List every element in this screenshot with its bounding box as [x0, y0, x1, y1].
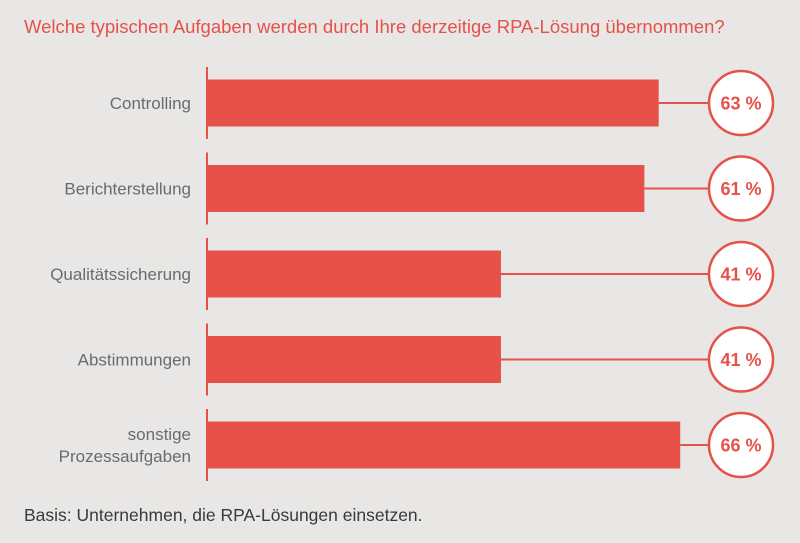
value-circle: [707, 326, 775, 393]
bar: [207, 250, 501, 298]
value-circle: [707, 155, 775, 222]
bar: [207, 336, 501, 383]
value-circle: [707, 411, 775, 479]
category-label: Prozessaufgaben: [59, 447, 191, 466]
value-circle: [707, 240, 775, 308]
chart-title: Welche typischen Aufgaben werden durch I…: [24, 16, 725, 37]
chart-footnote: Basis: Unternehmen, die RPA-Lösungen ein…: [24, 505, 423, 525]
bar: [207, 421, 681, 469]
bar: [207, 165, 645, 212]
data-label: 63 %: [720, 94, 761, 114]
category-label: Berichterstellung: [64, 180, 191, 199]
category-label: sonstige: [128, 425, 191, 444]
data-label: 66 %: [720, 436, 761, 456]
data-label: 41 %: [720, 350, 761, 370]
data-label: 41 %: [720, 265, 761, 285]
category-label: Controlling: [110, 94, 191, 113]
bar: [207, 79, 659, 127]
data-label: 61 %: [720, 179, 761, 199]
category-label: Abstimmungen: [78, 351, 191, 370]
value-circle: [707, 69, 775, 137]
category-label: Qualitätssicherung: [50, 265, 191, 284]
